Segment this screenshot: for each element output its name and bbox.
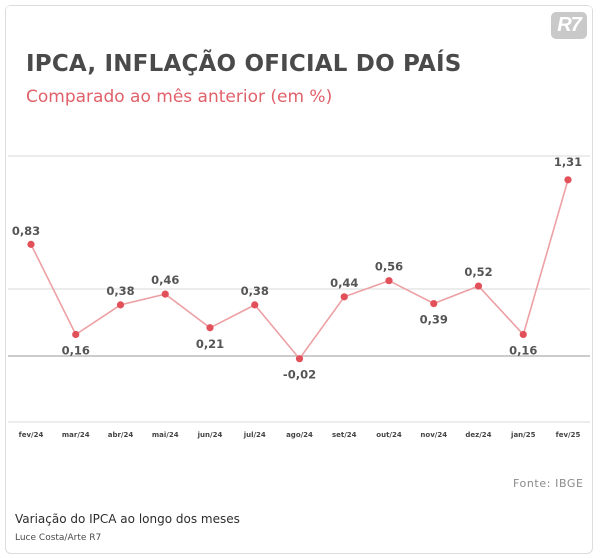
grid-lines [8,155,590,423]
x-tick-jan-25: jan/25 [510,431,536,439]
data-label-jul-24: 0,38 [241,284,269,298]
data-point-jun-24 [206,324,214,332]
data-label-fev-25: 1,31 [554,155,582,169]
x-tick-abr-24: abr/24 [108,431,134,439]
chart-title: IPCA, INFLAÇÃO OFICIAL DO PAÍS [26,51,462,77]
data-label-mai-24: 0,46 [151,273,179,287]
data-label-jun-24: 0,21 [196,337,224,351]
x-tick-dez-24: dez/24 [465,431,491,439]
x-tick-out-24: out/24 [376,431,402,439]
data-point-dez-24 [474,282,483,290]
source-note: Fonte: IBGE [513,477,584,490]
data-point-nov-24 [430,299,438,308]
figure-credit: Luce Costa/Arte R7 [15,533,102,543]
data-label-abr-24: 0,38 [106,284,134,298]
data-point-ago-24 [295,355,304,363]
series-group [27,176,572,363]
chart-card [6,6,592,504]
data-label-ago-24: -0,02 [283,368,316,382]
x-tick-jun-24: jun/24 [197,431,223,439]
data-point-jul-24 [251,301,259,309]
data-point-abr-24 [116,301,125,309]
data-label-dez-24: 0,52 [464,265,492,279]
x-tick-nov-24: nov/24 [420,431,447,439]
x-tick-mar-24: mar/24 [62,431,90,439]
data-point-fev-25 [564,176,572,184]
x-tick-mai-24: mai/24 [152,431,179,439]
data-point-out-24 [385,277,393,285]
data-label-jan-25: 0,16 [509,343,537,357]
data-label-fev-24: 0,83 [12,224,40,238]
data-label-out-24: 0,56 [375,260,403,274]
data-point-fev-24 [27,240,35,248]
data-label-nov-24: 0,39 [420,313,448,327]
data-label-mar-24: 0,16 [62,343,90,357]
x-axis-ticks: fev/24 mar/24 abr/24 mai/24 jun/24 jul/24 ago/… [19,431,581,439]
data-label-set-24: 0,44 [330,276,358,290]
x-tick-ago-24: ago/24 [286,431,313,439]
data-point-mar-24 [72,330,80,339]
r7-logo: R7 [551,12,587,39]
x-tick-set-24: set/24 [332,431,357,439]
x-tick-jul-24: jul/24 [243,431,266,439]
x-tick-fev-25: fev/25 [556,431,581,439]
data-point-mai-24 [161,290,169,298]
chart-subtitle: Comparado ao mês anterior (em %) [26,87,333,107]
data-point-set-24 [340,293,348,301]
data-point-jan-25 [519,330,527,339]
data-labels: 0,83 0,16 0,38 0,46 0,21 0,38 -0,02 0,44 0,56 0,3… [12,155,582,382]
x-tick-fev-24: fev/24 [19,431,44,439]
figure-caption: Variação do IPCA ao longo dos meses [15,512,240,526]
